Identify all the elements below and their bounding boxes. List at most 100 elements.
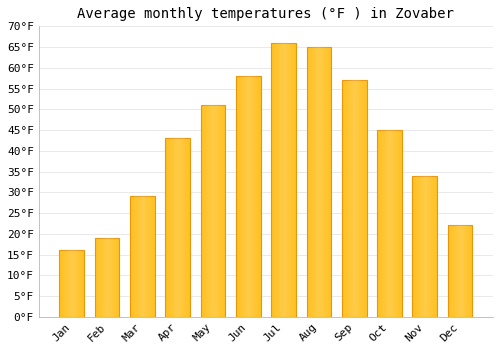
Bar [64, 250, 66, 317]
Bar [284, 43, 285, 317]
Bar [186, 138, 188, 317]
Bar [180, 138, 182, 317]
Bar [352, 80, 353, 317]
Bar [344, 80, 346, 317]
Bar [330, 47, 331, 317]
Bar [212, 105, 213, 317]
Bar [208, 105, 210, 317]
Bar [174, 138, 175, 317]
Bar [237, 76, 238, 317]
Bar [392, 130, 393, 317]
Bar [100, 238, 101, 317]
Bar [73, 250, 74, 317]
Bar [63, 250, 64, 317]
Bar [454, 225, 455, 317]
Bar [101, 238, 102, 317]
Bar [425, 176, 426, 317]
Bar [346, 80, 347, 317]
Bar [316, 47, 318, 317]
Bar [62, 250, 63, 317]
Bar [436, 176, 437, 317]
Bar [294, 43, 296, 317]
Bar [281, 43, 282, 317]
Bar [276, 43, 278, 317]
Title: Average monthly temperatures (°F ) in Zovaber: Average monthly temperatures (°F ) in Zo… [78, 7, 454, 21]
Bar [214, 105, 216, 317]
Bar [82, 250, 83, 317]
Bar [396, 130, 397, 317]
Bar [275, 43, 276, 317]
Bar [60, 250, 84, 317]
Bar [210, 105, 212, 317]
Bar [342, 80, 366, 317]
Bar [460, 225, 462, 317]
Bar [458, 225, 459, 317]
Bar [150, 196, 151, 317]
Bar [384, 130, 386, 317]
Bar [364, 80, 366, 317]
Bar [309, 47, 310, 317]
Bar [170, 138, 172, 317]
Bar [176, 138, 178, 317]
Bar [67, 250, 68, 317]
Bar [246, 76, 247, 317]
Bar [102, 238, 104, 317]
Bar [182, 138, 184, 317]
Bar [184, 138, 185, 317]
Bar [347, 80, 348, 317]
Bar [449, 225, 450, 317]
Bar [271, 43, 296, 317]
Bar [106, 238, 107, 317]
Bar [432, 176, 434, 317]
Bar [448, 225, 449, 317]
Bar [66, 250, 67, 317]
Bar [141, 196, 142, 317]
Bar [356, 80, 358, 317]
Bar [280, 43, 281, 317]
Bar [353, 80, 354, 317]
Bar [420, 176, 421, 317]
Bar [360, 80, 362, 317]
Bar [282, 43, 284, 317]
Bar [104, 238, 106, 317]
Bar [286, 43, 288, 317]
Bar [130, 196, 132, 317]
Bar [72, 250, 73, 317]
Bar [236, 76, 237, 317]
Bar [166, 138, 190, 317]
Bar [179, 138, 180, 317]
Bar [70, 250, 72, 317]
Bar [169, 138, 170, 317]
Bar [257, 76, 258, 317]
Bar [98, 238, 100, 317]
Bar [213, 105, 214, 317]
Bar [418, 176, 420, 317]
Bar [256, 76, 257, 317]
Bar [144, 196, 145, 317]
Bar [412, 176, 437, 317]
Bar [288, 43, 290, 317]
Bar [118, 238, 120, 317]
Bar [382, 130, 384, 317]
Bar [242, 76, 244, 317]
Bar [393, 130, 394, 317]
Bar [377, 130, 378, 317]
Bar [328, 47, 329, 317]
Bar [117, 238, 118, 317]
Bar [314, 47, 315, 317]
Bar [238, 76, 240, 317]
Bar [146, 196, 148, 317]
Bar [178, 138, 179, 317]
Bar [414, 176, 415, 317]
Bar [363, 80, 364, 317]
Bar [319, 47, 320, 317]
Bar [291, 43, 292, 317]
Bar [326, 47, 328, 317]
Bar [185, 138, 186, 317]
Bar [320, 47, 322, 317]
Bar [459, 225, 460, 317]
Bar [416, 176, 418, 317]
Bar [200, 105, 226, 317]
Bar [434, 176, 436, 317]
Bar [68, 250, 70, 317]
